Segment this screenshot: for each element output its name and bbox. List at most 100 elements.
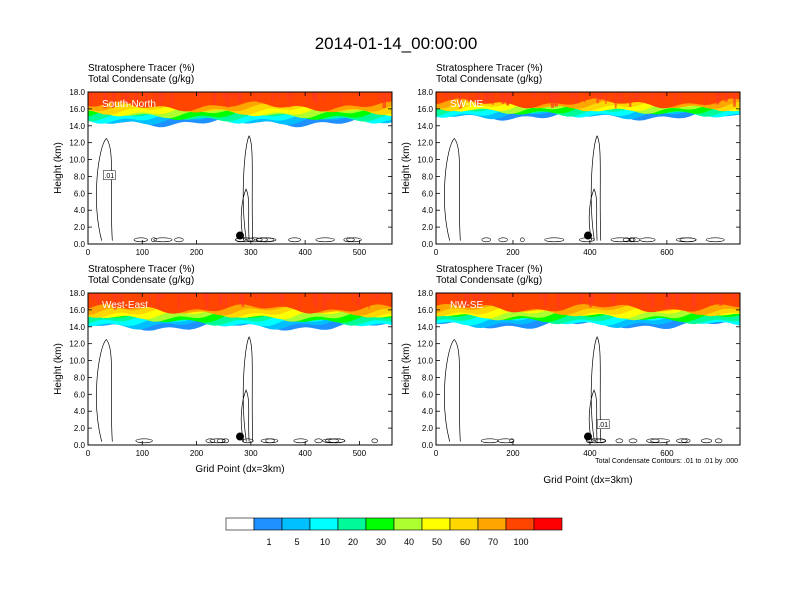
tracer-streak [544, 293, 548, 303]
tracer-streak [451, 92, 454, 102]
y-tick-label: 18.0 [417, 88, 433, 97]
y-tick-label: 10.0 [417, 357, 433, 366]
y-tick-label: 12.0 [69, 340, 85, 349]
tracer-streak [158, 92, 162, 101]
tracer-streak [584, 92, 586, 103]
tracer-streak [312, 92, 317, 102]
tracer-streak [112, 92, 116, 98]
tracer-streak [605, 92, 607, 104]
tracer-streak [387, 92, 390, 103]
tracer-streak [585, 92, 587, 99]
tracer-streak [226, 92, 230, 108]
y-tick-label: 14.0 [417, 323, 433, 332]
y-tick-label: 18.0 [417, 289, 433, 298]
y-axis-label: Height (km) [53, 343, 64, 395]
y-tick-label: 6.0 [74, 390, 86, 399]
tracer-streak [292, 92, 294, 101]
condensate-contour-small [151, 237, 157, 243]
tracer-streak [208, 293, 210, 302]
tracer-streak [225, 293, 227, 307]
y-tick-label: 6.0 [422, 189, 434, 198]
tracer-streak [600, 92, 603, 98]
condensate-contour-small [235, 237, 256, 243]
x-tick-label: 200 [506, 248, 520, 257]
condensate-contour-small [481, 237, 492, 243]
tracer-streak [238, 92, 240, 98]
tracer-streak [592, 92, 595, 98]
condensate-contour [444, 137, 461, 241]
plot-frame [87, 292, 393, 446]
y-tick-label: 0.0 [422, 441, 434, 450]
condensate-contour-small [343, 237, 355, 243]
tracer-streak [712, 293, 715, 305]
tracer-streak [621, 92, 624, 101]
tracer-streak [356, 92, 359, 103]
condensate-contour-small [153, 237, 173, 243]
tracer-streak [680, 92, 682, 102]
colorbar-label: 5 [294, 537, 299, 547]
y-tick-label: 0.0 [74, 441, 86, 450]
tracer-streak [124, 92, 129, 103]
y-tick-label: 14.0 [69, 323, 85, 332]
tracer-streak [358, 293, 361, 306]
tracer-streak [312, 293, 315, 304]
tracer-streak [378, 92, 381, 101]
colorbar-swatch [365, 517, 395, 531]
y-tick-label: 12.0 [417, 139, 433, 148]
y-tick-label: 10.0 [69, 156, 85, 165]
tracer-streak [664, 293, 668, 309]
y-tick-label: 2.0 [422, 223, 434, 232]
y-tick-label: 2.0 [74, 223, 86, 232]
panel-header-tracer: Stratosphere Tracer (%) [88, 264, 195, 275]
y-tick-label: 10.0 [417, 156, 433, 165]
tracer-streak [370, 293, 373, 301]
tracer-streak [340, 92, 342, 107]
tracer-streak [657, 92, 659, 108]
contour-label: .01 [598, 422, 608, 429]
tracer-streak [629, 92, 632, 107]
tracer-streak [612, 293, 616, 303]
tracer-streak [557, 293, 560, 302]
tracer-streak [254, 92, 256, 101]
tracer-streak [485, 92, 488, 103]
tracer-streak [540, 92, 543, 100]
tracer-streak [478, 293, 482, 302]
tracer-streak [591, 293, 595, 303]
tracer-streak [589, 293, 592, 308]
y-tick-label: 14.0 [417, 122, 433, 131]
tracer-streak [315, 92, 318, 105]
tracer-streak [489, 293, 492, 299]
colorbar-label: 40 [404, 537, 414, 547]
colorbar-label: 100 [513, 537, 528, 547]
tracer-streak [90, 293, 92, 299]
condensate-contour-small [371, 438, 378, 444]
tracer-streak [203, 293, 207, 300]
tracer-streak [634, 92, 638, 102]
x-tick-label: 0 [86, 248, 91, 257]
y-tick-label: 4.0 [422, 407, 434, 416]
tracer-streak [232, 293, 235, 300]
figure-title: 2014-01-14_00:00:00 [315, 34, 478, 53]
tracer-streak [121, 92, 124, 103]
plot-frame [435, 91, 741, 245]
panel-label: South-North [102, 99, 156, 110]
x-tick-label: 400 [583, 248, 597, 257]
contour-footnote: Total Condensate Contours: .01 to .01 by… [595, 458, 738, 465]
tracer-streak [679, 293, 681, 300]
tracer-streak [356, 293, 360, 306]
condensate-contour-small [639, 237, 656, 243]
x-tick-label: 400 [583, 449, 597, 458]
tracer-streak [668, 293, 672, 308]
tracer-streak [280, 293, 285, 303]
y-tick-label: 6.0 [74, 189, 86, 198]
tracer-streak [673, 92, 677, 103]
condensate-contour-small [241, 438, 254, 444]
panel-west-east: Stratosphere Tracer (%)Total Condensate … [53, 264, 393, 475]
x-axis-label: Grid Point (dx=3km) [543, 475, 632, 486]
y-tick-label: 6.0 [422, 390, 434, 399]
tracer-streak [376, 293, 380, 301]
tracer-streak [543, 92, 545, 101]
y-tick-label: 18.0 [69, 88, 85, 97]
condensate-contour-small [646, 438, 660, 444]
